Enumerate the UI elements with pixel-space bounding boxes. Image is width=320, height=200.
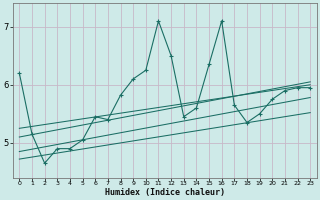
X-axis label: Humidex (Indice chaleur): Humidex (Indice chaleur) bbox=[105, 188, 225, 197]
